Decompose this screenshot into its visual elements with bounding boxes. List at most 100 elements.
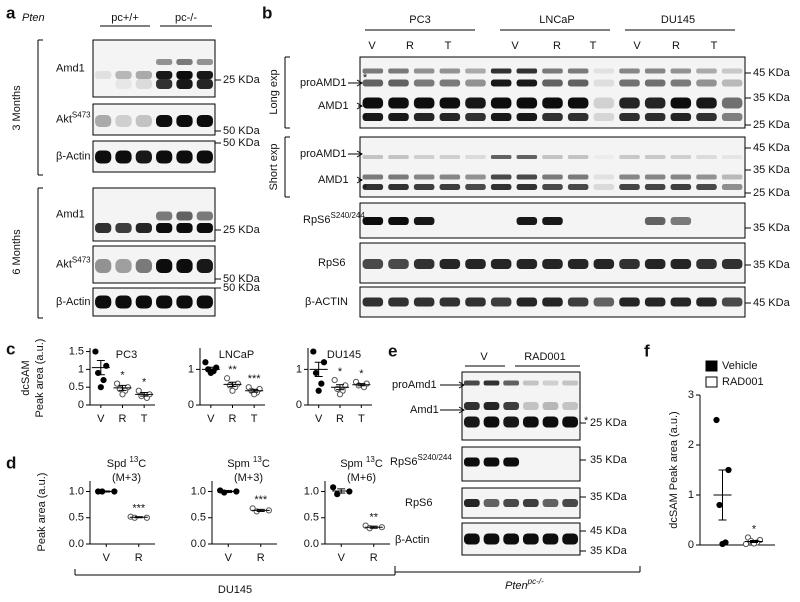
blot-band [176,211,193,221]
blot-band [644,297,666,307]
arrow-head [458,381,465,389]
text-part: RpS6 [390,456,418,468]
blot-band [721,174,743,180]
text-part: RpS6 [303,214,331,226]
blot-band [522,416,539,428]
significance: *** [132,503,146,515]
size-marker: 35 KDa [753,92,791,104]
blot-band [696,79,717,87]
blot-band [196,79,213,89]
row-label: β-Actin [395,534,429,546]
x-tick-label: V [97,413,105,425]
blot-band [465,155,486,159]
blot-band [670,184,692,190]
row-label: RpS6S240/244 [303,211,365,226]
text-part: C [138,458,146,470]
panel-label: b [262,3,272,22]
blot-band [115,71,132,79]
blot-band [670,259,692,269]
superscript: S473 [72,111,91,120]
blot-band [542,259,563,269]
size-marker: 25 KDa [590,417,628,429]
blot-band [516,113,538,121]
arrow-head [458,406,465,414]
blot-band [670,297,692,307]
x-tick-label: V [225,552,233,564]
blot-band [156,79,173,89]
blot-band [490,155,512,159]
significance: ** [228,364,237,376]
lane-label: R [406,40,414,52]
blot-band [439,174,461,180]
blot-band [644,217,666,225]
chart-title: Spd 13C [107,455,147,470]
y-tick-label: 1 [188,363,194,375]
blot-band [413,217,435,225]
row-label: RpS6 [318,257,346,269]
arrow-head [356,102,363,110]
size-marker: 45 KDa [753,297,791,309]
y-tick-label: 1.0 [304,485,319,497]
blot-band [388,184,409,190]
blot-band [95,295,112,309]
blot-band [413,174,435,180]
blot-band [593,174,615,180]
lane-label: R [672,40,680,52]
blot-band [644,97,666,109]
blot-band [413,97,435,109]
blot-band [542,380,559,386]
blot-band [465,68,486,74]
blot-band [721,297,743,307]
superscript: pc-/- [527,577,544,586]
blot-band [413,297,435,307]
row-label: AMD1 [318,100,349,112]
blot-band [593,297,615,307]
data-point [202,359,209,366]
blot-band [115,150,132,164]
blot-band [644,68,666,74]
significance: *** [248,373,262,385]
blot-band [362,297,384,307]
blot-band [156,259,173,273]
blot-band [196,211,213,221]
blot-band [388,174,409,180]
data-point [315,387,322,394]
blot-band [516,97,538,109]
blot-band [516,184,538,190]
text-part: Amd1 [56,208,85,220]
blot-band [413,259,435,269]
y-tick-label: 0.5 [69,512,84,524]
blot-band [362,184,384,190]
x-axis-title: DU145 [218,584,252,596]
blot-band [135,150,152,164]
blot-band [465,297,486,307]
blot-band [542,97,563,109]
blot-band [135,259,152,273]
blot-band [644,79,666,87]
y-tick-label: 3 [688,389,694,401]
blot-band [362,113,384,121]
blot-band [176,115,193,127]
blot-band [176,295,193,309]
y-axis-title: dcSAM [20,360,32,395]
blot-band [388,259,409,269]
chart-subtitle: (M+3) [234,472,263,484]
blot-band [522,402,539,410]
blot-band [696,184,717,190]
blot-band [516,297,538,307]
data-point [312,369,320,377]
blot-band [619,97,640,109]
blot-band [542,184,563,190]
panel-label: c [6,339,15,358]
blot-band [670,174,692,180]
x-tick-label: R [370,552,378,564]
blot-band [196,115,213,127]
chart-subtitle: (M+3) [112,472,141,484]
row-label: β-Actin [56,296,90,308]
x-tick-label: R [119,413,127,425]
blot-box [92,39,216,98]
row-label: proAmd1 [392,379,437,391]
y-tick-label: 0 [78,399,84,411]
size-marker: 45 KDa [590,525,628,537]
blot-band [483,416,500,428]
